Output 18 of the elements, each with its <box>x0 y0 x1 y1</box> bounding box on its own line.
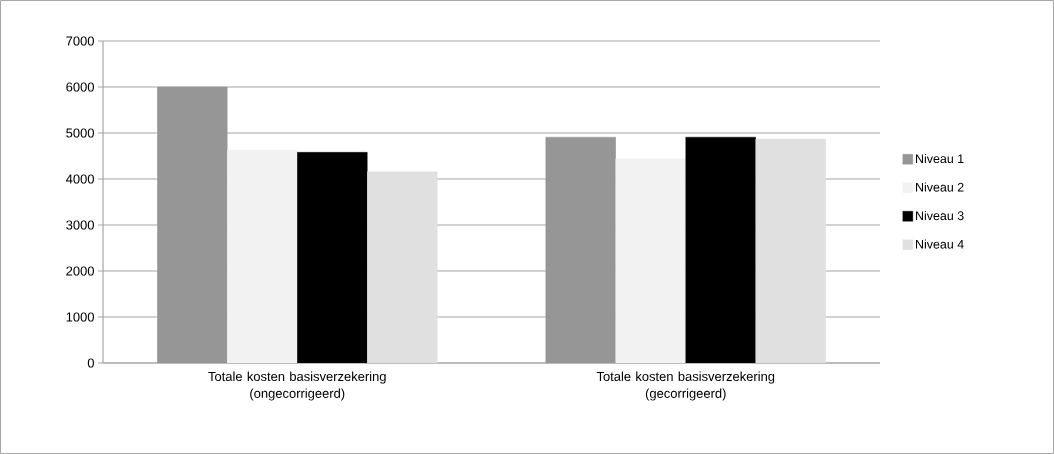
bar <box>545 136 616 363</box>
legend-label: Niveau 4 <box>916 239 964 249</box>
legend-label: Niveau 1 <box>916 153 964 164</box>
legend-label: Niveau 2 <box>916 182 964 192</box>
y-tick-label: 5000 <box>66 128 94 138</box>
bar <box>367 171 438 363</box>
y-tick-label: 1000 <box>66 312 94 322</box>
legend-label: Niveau 3 <box>916 210 964 221</box>
x-tick-label: Totale kosten basisverzekering (ongecorrigeerd) <box>208 371 386 401</box>
y-tick-label: 4000 <box>65 174 94 184</box>
bar <box>755 138 826 363</box>
y-tick-label: 0 <box>87 358 94 368</box>
y-tick-label: 3000 <box>66 220 94 230</box>
y-tick-label: 7000 <box>66 36 94 46</box>
y-tick-label: 2000 <box>66 266 94 276</box>
x-tick-label: Totale kosten basisverzekering (gecorrigeerd) <box>596 371 775 401</box>
y-tick-label: 6000 <box>66 82 94 92</box>
bar <box>157 86 228 363</box>
